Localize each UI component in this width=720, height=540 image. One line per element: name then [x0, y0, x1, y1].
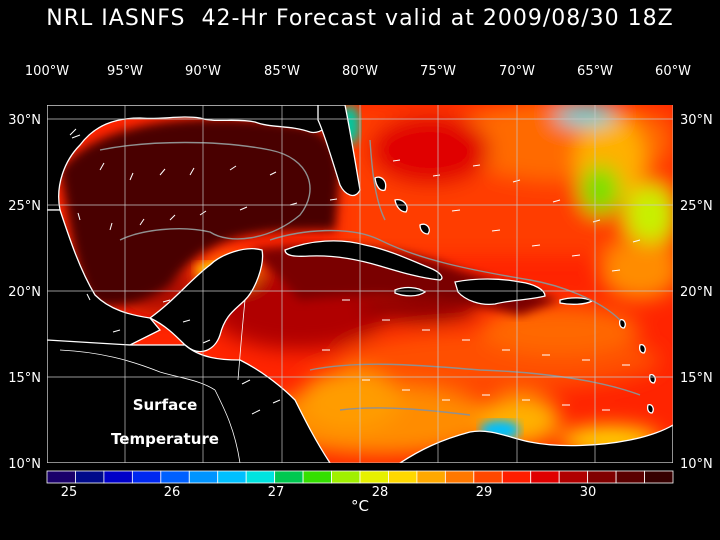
- gulf-of-mexico-warm-pool: [60, 118, 340, 307]
- lat-label: 10°N: [8, 457, 41, 472]
- map-label-line1: Surface: [133, 396, 198, 414]
- colorbar-tick-label: 28: [372, 485, 389, 500]
- lon-label: 85°W: [264, 64, 300, 79]
- colorbar-swatch: [46, 470, 76, 484]
- colorbar-swatch: [160, 470, 190, 484]
- land-antilles-3: [648, 373, 656, 384]
- colorbar-swatch: [274, 470, 304, 484]
- colorbar-swatch: [587, 470, 617, 484]
- land-south-america: [398, 424, 673, 463]
- lat-label: 20°N: [680, 285, 713, 300]
- colorbar-unit: °C: [351, 497, 369, 515]
- colorbar-tick-label: 25: [61, 485, 78, 500]
- colorbar-swatch: [103, 470, 133, 484]
- colorbar-tick-label: 29: [476, 485, 493, 500]
- lat-label: 20°N: [8, 285, 41, 300]
- colorbar-tick-label: 30: [580, 485, 597, 500]
- lat-label: 15°N: [680, 371, 713, 386]
- lon-label: 90°W: [185, 64, 221, 79]
- colorbar-swatch: [416, 470, 446, 484]
- lon-label: 100°W: [25, 64, 69, 79]
- lon-label: 75°W: [420, 64, 456, 79]
- colorbar: [46, 470, 674, 484]
- colorbar-tick-label: 26: [164, 485, 181, 500]
- colorbar-swatch: [501, 470, 532, 484]
- lat-label: 25°N: [680, 199, 713, 214]
- land-central-america: [47, 339, 331, 463]
- land-antilles-1: [618, 318, 626, 329]
- colorbar-ticks: 25 26 27 28 29 30: [61, 485, 597, 500]
- colorbar-swatch: [558, 470, 589, 484]
- land-florida: [317, 105, 361, 197]
- colorbar-swatch: [75, 470, 105, 484]
- lat-label: 10°N: [680, 457, 713, 472]
- temperature-field: [120, 105, 673, 455]
- lon-label: 65°W: [577, 64, 613, 79]
- land-cuba: [284, 240, 443, 281]
- colorbar-swatch: [331, 470, 361, 484]
- colorbar-swatch: [444, 470, 475, 484]
- lon-label: 70°W: [499, 64, 535, 79]
- colorbar-tick-label: 27: [268, 485, 285, 500]
- land-jamaica: [394, 286, 427, 297]
- land-usa: [47, 105, 341, 211]
- land-antilles-4: [646, 403, 654, 414]
- land-bahamas-3: [419, 223, 430, 235]
- map-label-line2: Temperature: [111, 430, 219, 448]
- colorbar-swatch: [359, 470, 389, 484]
- land-antilles-2: [638, 343, 646, 354]
- lat-label: 15°N: [8, 371, 41, 386]
- lat-label: 30°N: [8, 113, 41, 128]
- country-borders: [59, 299, 246, 463]
- lon-label: 80°W: [342, 64, 378, 79]
- colorbar-swatch: [131, 470, 162, 484]
- colorbar-swatch: [245, 470, 276, 484]
- lon-axis: 100°W 95°W 90°W 85°W 80°W 75°W 70°W 65°W…: [25, 64, 691, 79]
- wind-vectors: [69, 128, 641, 415]
- colorbar-swatch: [217, 470, 247, 484]
- colorbar-swatch: [473, 470, 503, 484]
- lon-label: 60°W: [655, 64, 691, 79]
- plot-area: Surface Temperature: [47, 105, 673, 463]
- lat-label: 25°N: [8, 199, 41, 214]
- map-title: NRL IASNFS 42-Hr Forecast valid at 2009/…: [46, 6, 674, 31]
- colorbar-swatch: [530, 470, 560, 484]
- depth-contours: [99, 139, 641, 416]
- lat-axis-right: 30°N 25°N 20°N 15°N 10°N: [680, 113, 713, 472]
- colorbar-swatch: [644, 470, 674, 484]
- land-bahamas-1: [374, 176, 387, 192]
- lat-axis-left: 30°N 25°N 20°N 15°N 10°N: [8, 113, 41, 472]
- land: [47, 105, 673, 463]
- lat-label: 30°N: [680, 113, 713, 128]
- colorbar-swatch: [302, 470, 332, 484]
- colorbar-swatch: [388, 470, 418, 484]
- lon-label: 95°W: [107, 64, 143, 79]
- lat-lon-grid: [47, 105, 673, 463]
- land-hispaniola: [454, 278, 546, 306]
- colorbar-swatch: [188, 470, 219, 484]
- colorbar-swatch: [615, 470, 645, 484]
